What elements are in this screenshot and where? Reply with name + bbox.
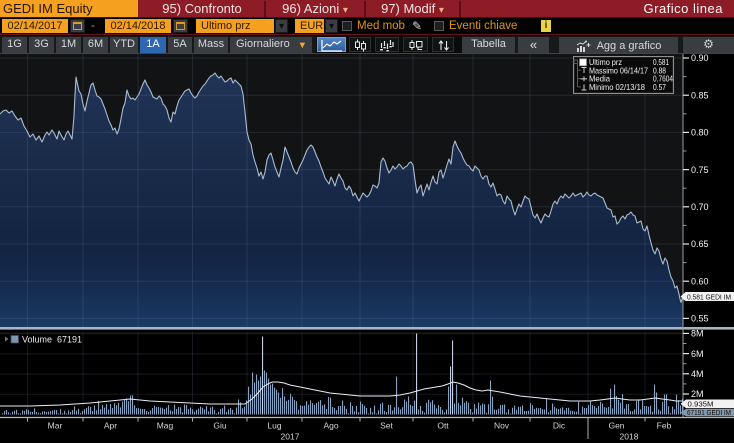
svg-text:Lug: Lug (267, 421, 281, 431)
svg-text:Feb: Feb (657, 421, 672, 431)
svg-text:Gen: Gen (608, 421, 624, 431)
svg-text:Dic: Dic (553, 421, 566, 431)
svg-text:Giu: Giu (213, 421, 227, 431)
svg-text:0.88: 0.88 (653, 65, 666, 75)
svg-text:0.60: 0.60 (691, 276, 709, 286)
svg-text:2018: 2018 (620, 432, 639, 442)
svg-text:0.85: 0.85 (691, 90, 709, 100)
svg-text:Mag: Mag (157, 421, 174, 431)
svg-text:Set: Set (380, 421, 393, 431)
svg-text:2M: 2M (691, 389, 704, 399)
svg-text:0.57: 0.57 (653, 82, 666, 92)
svg-text:0.581 GEDI IM: 0.581 GEDI IM (687, 292, 731, 301)
svg-text:Minimo 02/13/18: Minimo 02/13/18 (589, 82, 645, 92)
svg-text:Massimo 06/14/17: Massimo 06/14/17 (589, 65, 648, 75)
svg-text:2017: 2017 (281, 432, 300, 442)
svg-text:Apr: Apr (104, 421, 117, 431)
svg-text:Ago: Ago (323, 421, 338, 431)
svg-text:0.75: 0.75 (691, 165, 709, 175)
svg-text:Ott: Ott (437, 421, 449, 431)
svg-text:8M: 8M (691, 329, 704, 339)
svg-text:0.581: 0.581 (653, 57, 669, 67)
svg-text:Nov: Nov (494, 421, 510, 431)
svg-text:0.65: 0.65 (691, 239, 709, 249)
svg-text:0.70: 0.70 (691, 202, 709, 212)
svg-text:0.80: 0.80 (691, 128, 709, 138)
svg-text:0.90: 0.90 (691, 54, 709, 63)
svg-text:0.55: 0.55 (691, 314, 709, 324)
svg-text:0.935M: 0.935M (688, 399, 714, 408)
svg-text:Volume 67191: Volume 67191 (22, 335, 82, 345)
svg-text:6M: 6M (691, 349, 704, 359)
svg-text:Mar: Mar (48, 421, 63, 431)
svg-text:0.7604: 0.7604 (653, 74, 673, 84)
svg-text:67191 GEDI IM: 67191 GEDI IM (687, 408, 731, 417)
svg-text:Media: Media (589, 74, 610, 84)
svg-text:Ultimo prz: Ultimo prz (589, 57, 622, 67)
svg-text:4M: 4M (691, 369, 704, 379)
